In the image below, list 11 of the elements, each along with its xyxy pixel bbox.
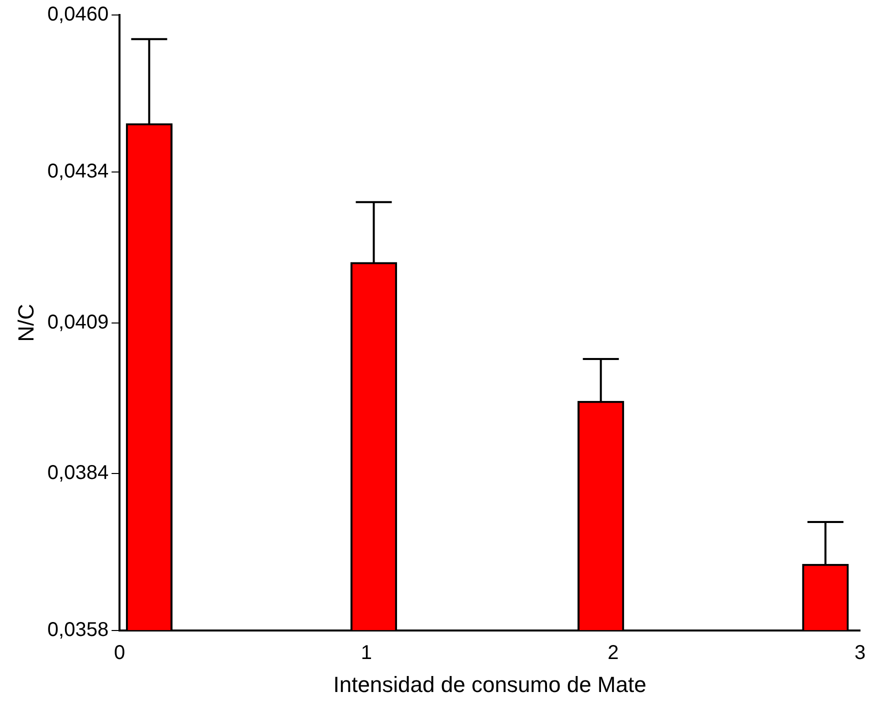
y-tick-label: 0,0409 <box>47 311 109 334</box>
x-tick-label: 2 <box>608 642 619 664</box>
y-tick-label: 0,0434 <box>47 160 109 182</box>
y-tick-label: 0,0460 <box>47 4 109 26</box>
y-tick-label: 0,0358 <box>47 619 109 642</box>
x-tick-label: 1 <box>360 642 372 664</box>
x-axis-title: Intensidad de consumo de Mate <box>333 672 646 697</box>
y-axis-title: N/C <box>13 304 38 342</box>
x-tick-label: 0 <box>114 642 126 664</box>
y-tick-label: 0,0384 <box>47 462 109 484</box>
x-tick-label: 3 <box>854 642 866 664</box>
